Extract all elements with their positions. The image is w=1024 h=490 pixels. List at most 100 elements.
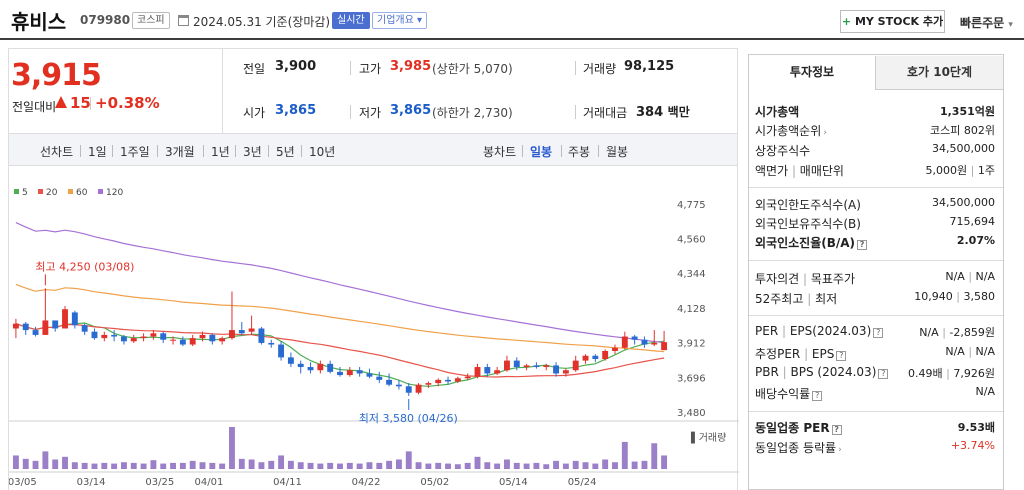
industry-rate-label[interactable]: 동일업종 등락률 › — [755, 439, 842, 456]
volume-bar — [258, 462, 265, 469]
period-1d[interactable]: 1일 — [88, 145, 107, 159]
period-1y[interactable]: 1년 — [211, 145, 230, 159]
divider — [749, 260, 1003, 261]
listed-shares-row: 상장주식수 34,500,000 — [755, 142, 995, 162]
candle-body — [454, 378, 461, 382]
current-price: 3,915 — [11, 58, 102, 93]
industry-per-value: 9.53배 — [957, 421, 995, 434]
help-icon[interactable]: ? — [857, 240, 868, 250]
est-per-value: N/A | N/A — [945, 345, 995, 358]
x-tick-label: 04/22 — [352, 477, 381, 488]
candle-body — [376, 376, 383, 380]
est-eps-val: N/A — [975, 345, 995, 358]
candle-chart-tab[interactable]: 봉차트 — [483, 145, 517, 159]
industry-rate-value: +3.74% — [950, 439, 995, 452]
help-icon[interactable]: ? — [878, 369, 889, 379]
period-5y[interactable]: 5년 — [276, 145, 295, 159]
candle-monthly[interactable]: 월봉 — [606, 145, 629, 159]
candle-weekly[interactable]: 주봉 — [568, 145, 591, 159]
legend-label-120: 120 — [106, 188, 123, 198]
industry-rate-row[interactable]: 동일업종 등락률 › +3.74% — [755, 439, 995, 459]
volume-label: ▌거래량 — [690, 431, 726, 444]
opinion-label: 투자의견 | 목표주가 — [755, 272, 856, 286]
base-date: 2024.05.31 기준(장마감) — [193, 15, 331, 29]
tab-order-book[interactable]: 호가 10단계 — [875, 56, 1003, 90]
chevron-down-icon: ▾ — [417, 15, 423, 26]
candle-body — [229, 330, 235, 339]
volume-bar — [32, 460, 39, 469]
divider — [350, 61, 351, 75]
period-3y[interactable]: 3년 — [243, 145, 262, 159]
volume-bar — [268, 460, 275, 469]
volume-bar — [42, 451, 49, 469]
candle-body — [504, 360, 510, 371]
stock-header — [0, 0, 1024, 40]
y-tick-label: 4,560 — [677, 235, 706, 246]
volume-bar — [582, 462, 589, 469]
candle-body — [395, 384, 402, 387]
help-icon[interactable]: ? — [831, 425, 842, 435]
x-tick-label: 05/02 — [420, 477, 449, 488]
help-icon[interactable]: ? — [873, 328, 884, 338]
quick-order-dropdown[interactable]: 빠른주문 ▾ — [960, 14, 1013, 31]
volume-bar — [386, 460, 393, 469]
line-chart-tab[interactable]: 선차트 — [40, 145, 74, 159]
my-stock-add-button[interactable]: + MY STOCK 추가 — [840, 10, 945, 33]
opinion-value: N/A | N/A — [945, 270, 995, 283]
candle-body — [278, 344, 285, 358]
candle-body — [238, 330, 245, 334]
est-per-val: N/A — [945, 345, 965, 358]
volume-bar — [445, 463, 451, 469]
market-badge: 코스피 — [132, 12, 170, 29]
candle-body — [62, 309, 68, 329]
candle-daily[interactable]: 일봉 — [530, 145, 553, 159]
par-unit-row: 액면가 | 매매단위 5,000원 | 1주 — [755, 162, 995, 182]
y-tick-label: 3,912 — [677, 339, 706, 350]
legend-swatch-5 — [14, 189, 19, 194]
volume-bar — [425, 463, 432, 469]
x-tick-label: 05/14 — [499, 477, 528, 488]
period-10y[interactable]: 10년 — [309, 145, 336, 159]
per-eps-row: PER | EPS(2024.03)? N/A | -2,859원 — [755, 324, 995, 344]
market-cap-rank-row[interactable]: 시가총액순위 › 코스피 802위 — [755, 122, 995, 142]
par-unit-value: 5,000원 | 1주 — [925, 164, 995, 177]
market-cap-rank-text: 시가총액순위 — [755, 124, 822, 138]
candlestick-chart[interactable]: 5 20 60 120 4,775 4,560 4,344 4,128 3,912 3,696 3… — [8, 166, 739, 490]
tab-investment-info[interactable]: 투자정보 — [749, 56, 875, 90]
market-cap-rank-label[interactable]: 시가총액순위 › — [755, 122, 827, 139]
volume-bar — [327, 462, 334, 469]
per-val: N/A — [919, 326, 939, 339]
candle-body — [42, 320, 49, 335]
pbr-bps-row: PBR | BPS (2024.03)? 0.49배 | 7,926원 — [755, 365, 995, 385]
period-3m[interactable]: 3개월 — [165, 145, 195, 159]
unit-value: 1주 — [977, 164, 995, 177]
candle-body — [219, 338, 226, 342]
volume-bar — [307, 462, 314, 469]
realtime-badge[interactable]: 실시간 — [332, 12, 370, 29]
dividend-row: 배당수익률? N/A — [755, 385, 995, 405]
divider — [575, 105, 576, 119]
week52-high-text: 52주최고 — [755, 292, 804, 306]
chevron-right-icon: › — [838, 445, 842, 455]
candle-body — [327, 363, 334, 372]
help-icon[interactable]: ? — [812, 391, 823, 401]
candle-body — [592, 355, 599, 359]
foreign-limit-label: 외국인한도주식수(A) — [755, 198, 861, 212]
foreign-hold-value: 715,694 — [949, 215, 996, 228]
ma-5-line — [15, 322, 665, 387]
bps-val: 7,926원 — [953, 367, 995, 380]
plus-icon: + — [841, 15, 852, 28]
volume-bar — [366, 462, 373, 469]
help-icon[interactable]: ? — [836, 351, 847, 361]
volume-bar — [22, 458, 29, 469]
volume-bar — [474, 456, 481, 469]
candle-body — [337, 371, 343, 376]
divider — [90, 97, 91, 110]
period-1w[interactable]: 1주일 — [120, 145, 150, 159]
candle-body — [268, 342, 275, 345]
company-info-dropdown[interactable]: 기업개요 ▾ — [372, 12, 428, 29]
legend-label-60: 60 — [76, 188, 88, 198]
candle-body — [553, 365, 560, 374]
est-per-row: 추정PER | EPS? N/A | N/A — [755, 345, 995, 365]
volume-bar — [219, 463, 226, 469]
